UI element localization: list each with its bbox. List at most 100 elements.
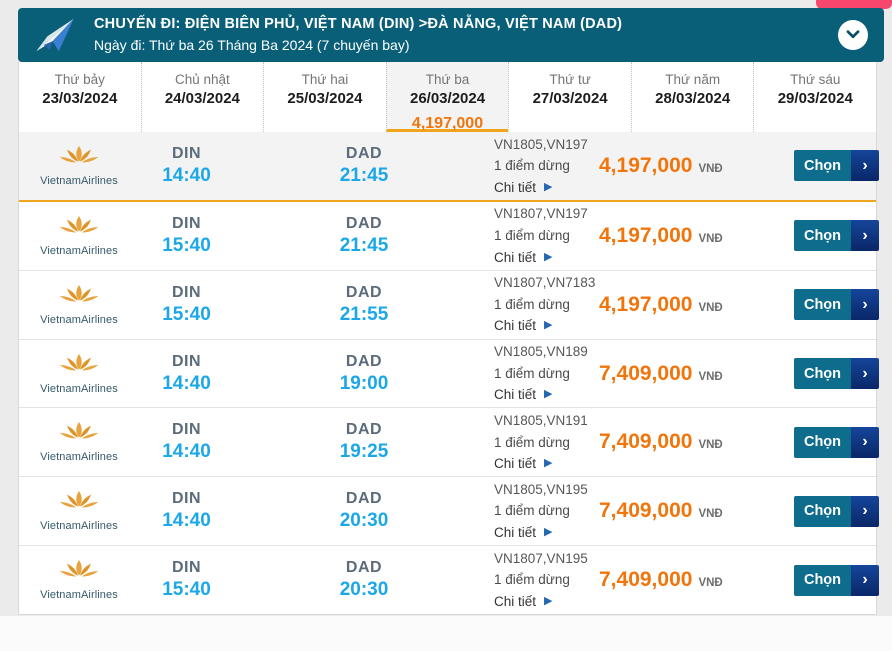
departure-code: DIN (171, 283, 202, 301)
select-label: Chọn (794, 426, 851, 458)
details-link[interactable]: Chi tiết ▶ (494, 591, 553, 613)
stops-label: 1 điểm dừng (494, 434, 570, 450)
select-cell: Chọn › (794, 150, 879, 182)
price-amount: 7,409,000 (599, 430, 693, 454)
select-button[interactable]: Chọn › (794, 358, 879, 389)
select-arrow-icon: › (851, 150, 879, 182)
select-arrow-icon: › (851, 495, 879, 527)
arrival-code: DAD (345, 421, 383, 439)
flight-numbers: VN1807,VN7183 (494, 275, 596, 291)
tab-day: Thứ sáu (790, 72, 841, 87)
tab-day: Thứ bảy (54, 72, 105, 87)
arrival: DAD 19:25 (234, 421, 494, 463)
flight-panel: Thứ bảy 23/03/2024 Chủ nhật 24/03/2024 T… (18, 62, 879, 615)
date-tab-29-03[interactable]: Thứ sáu 29/03/2024 (753, 62, 877, 132)
vietnam-airlines-lotus-icon (57, 353, 101, 382)
vietnam-airlines-lotus-icon (57, 421, 101, 450)
tab-date: 25/03/2024 (287, 90, 363, 107)
departure-code: DIN (171, 144, 202, 162)
airline-cell: VietnamAirlines (19, 353, 139, 395)
arrival: DAD 19:00 (234, 353, 494, 395)
flight-info: VN1805,VN191 1 điểm dừng Chi tiết ▶ (494, 410, 599, 475)
departure: DIN 14:40 (139, 421, 234, 463)
arrival-code: DAD (345, 214, 383, 232)
select-cell: Chọn › (794, 220, 879, 252)
departure: DIN 15:40 (139, 559, 234, 601)
date-tab-25-03[interactable]: Thứ hai 25/03/2024 (263, 62, 386, 132)
details-label: Chi tiết (494, 525, 537, 541)
select-arrow-icon: › (851, 220, 879, 252)
select-label: Chọn (794, 564, 851, 596)
details-link[interactable]: Chi tiết ▶ (494, 177, 553, 199)
select-label: Chọn (794, 358, 851, 389)
date-tab-26-03-active[interactable]: Thứ ba 26/03/2024 4,197,000 (385, 62, 509, 132)
date-tab-24-03[interactable]: Chủ nhật 24/03/2024 (140, 62, 264, 132)
vietnam-airlines-lotus-icon (57, 145, 101, 174)
select-button[interactable]: Chọn › (794, 150, 879, 182)
flight-info: VN1807,VN195 1 điểm dừng Chi tiết ▶ (494, 548, 599, 613)
paper-plane-icon (32, 15, 78, 55)
details-link[interactable]: Chi tiết ▶ (494, 384, 553, 406)
select-cell: Chọn › (794, 495, 879, 527)
vietnam-airlines-lotus-icon (57, 284, 101, 313)
price-currency: VNĐ (698, 577, 723, 590)
arrival: DAD 21:45 (234, 145, 494, 187)
arrival-code: DAD (345, 283, 383, 301)
stops-label: 1 điểm dừng (494, 572, 570, 588)
arrival: DAD 20:30 (234, 559, 494, 601)
price-cell: 7,409,000 VNĐ (599, 430, 794, 454)
stops-label: 1 điểm dừng (494, 227, 570, 243)
vietnam-airlines-lotus-icon (57, 559, 101, 588)
departure-code: DIN (171, 559, 202, 577)
departure-time: 14:40 (162, 164, 211, 186)
departure: DIN 15:40 (139, 284, 234, 326)
select-arrow-icon: › (851, 358, 879, 389)
details-link[interactable]: Chi tiết ▶ (494, 453, 553, 475)
select-button[interactable]: Chọn › (794, 289, 879, 321)
select-label: Chọn (794, 150, 851, 182)
arrival: DAD 21:55 (234, 284, 494, 326)
select-cell: Chọn › (794, 358, 879, 389)
trip-subtitle: Ngày đi: Thứ ba 26 Tháng Ba 2024 (7 chuy… (94, 37, 410, 54)
date-tab-23-03[interactable]: Thứ bảy 23/03/2024 (19, 62, 141, 132)
price-cell: 7,409,000 VNĐ (599, 499, 794, 523)
details-link[interactable]: Chi tiết ▶ (494, 247, 553, 269)
vietnam-airlines-lotus-icon (57, 215, 101, 244)
select-button[interactable]: Chọn › (794, 564, 879, 596)
price-cell: 4,197,000 VNĐ (599, 154, 794, 178)
select-button[interactable]: Chọn › (794, 426, 879, 458)
page-bottom-area (0, 616, 892, 651)
details-link[interactable]: Chi tiết ▶ (494, 315, 553, 337)
flight-row: VietnamAirlines DIN 15:40 DAD 21:45 VN18… (19, 201, 879, 271)
date-tab-27-03[interactable]: Thứ tư 27/03/2024 (508, 62, 631, 132)
details-label: Chi tiết (494, 593, 537, 609)
tab-date: 23/03/2024 (42, 90, 118, 107)
select-button[interactable]: Chọn › (794, 495, 879, 527)
airline-cell: VietnamAirlines (19, 215, 139, 257)
select-arrow-icon: › (851, 564, 879, 596)
arrival-time: 20:30 (339, 579, 389, 601)
arrival-code: DAD (345, 352, 383, 370)
select-cell: Chọn › (794, 564, 879, 596)
collapse-button[interactable] (838, 20, 868, 50)
arrival-time: 21:45 (339, 234, 389, 256)
departure-time: 14:40 (162, 372, 211, 394)
select-arrow-icon: › (851, 289, 879, 321)
price-currency: VNĐ (698, 162, 723, 175)
select-label: Chọn (794, 289, 851, 321)
date-tab-28-03[interactable]: Thứ năm 28/03/2024 (630, 62, 754, 132)
flight-numbers: VN1805,VN195 (494, 481, 588, 497)
tab-date: 29/03/2024 (777, 90, 853, 107)
departure: DIN 14:40 (139, 353, 234, 395)
price-currency: VNĐ (698, 232, 723, 245)
flight-info: VN1805,VN189 1 điểm dừng Chi tiết ▶ (494, 341, 599, 406)
details-label: Chi tiết (494, 179, 537, 195)
departure-code: DIN (171, 421, 202, 439)
details-link[interactable]: Chi tiết ▶ (494, 522, 553, 544)
select-button[interactable]: Chọn › (794, 220, 879, 252)
tab-date: 26/03/2024 (409, 90, 486, 107)
airline-name: VietnamAirlines (40, 451, 118, 464)
flight-numbers: VN1807,VN197 (494, 206, 588, 222)
airline-name: VietnamAirlines (40, 313, 118, 326)
stops-label: 1 điểm dừng (494, 503, 570, 519)
